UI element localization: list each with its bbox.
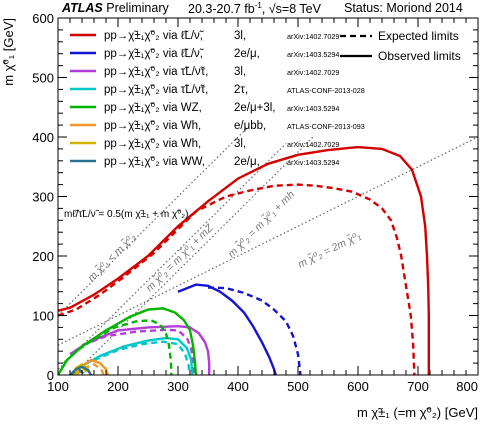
lumi-label: 20.3-20.7 fb-1, √s=8 TeV — [188, 1, 321, 16]
y-tick-label: 400 — [32, 130, 54, 145]
legend-process-label: pp→χ̃±₁χ̃⁰₂ via WZ, — [104, 102, 202, 114]
annotation-mh: m χ̃⁰₂ = m χ̃⁰₁ + mh — [225, 188, 297, 260]
annotation-2m: m χ̃⁰₂ = 2m χ̃⁰₁ — [296, 229, 364, 271]
y-tick-label: 100 — [32, 309, 54, 324]
lumi-sup: -1 — [254, 1, 262, 10]
legend-reference-label: arXiv:1403.5294 — [287, 104, 339, 113]
legend-channel-label: e/μbb, — [234, 120, 266, 132]
x-tick-label: 600 — [347, 379, 369, 394]
legend-reference-label: arXiv:1402.7029 — [287, 68, 339, 77]
legend-reference-label: arXiv:1403.5294 — [287, 158, 339, 167]
observed-limit-curve-4 — [58, 307, 198, 375]
legend-process-label: pp→χ̃±₁χ̃⁰₂ via WW, — [104, 156, 205, 168]
legend-reference-label: arXiv:1402.7029 — [287, 140, 339, 149]
legend-reference-label: arXiv:1402.7029 — [287, 32, 339, 41]
energy-text: , √s=8 TeV — [261, 2, 321, 17]
legend-reference-label: arXiv:1403.5294 — [287, 50, 339, 59]
axes: 100 200 300 400 500 600 700 8000100200300400500… — [1, 11, 479, 420]
observed-limit-curve-0 — [58, 145, 430, 375]
observed-limit-curve-7 — [69, 365, 93, 375]
legend-process-label: pp→χ̃±₁χ̃⁰₂ via ℓ̃L/ν̃, — [104, 30, 204, 42]
y-tick-label: 600 — [32, 11, 54, 26]
expected-limit-curve-5 — [75, 362, 105, 375]
kinematic-line-diagonal — [58, 125, 250, 316]
legend-channel-label: 3l, — [234, 30, 246, 42]
limit-curves — [58, 145, 430, 375]
y-tick-label: 300 — [32, 190, 54, 205]
experiment-label: ATLAS — [62, 1, 103, 15]
legend-reference-label: ATLAS-CONF-2013-093 — [287, 122, 365, 131]
x-tick-label: 100 — [47, 379, 69, 394]
chart-header: ATLAS Preliminary — [62, 1, 169, 15]
observed-limit-curve-1 — [177, 283, 277, 375]
legend-process-label: pp→χ̃±₁χ̃⁰₂ via τ̃L/ν̃τ, — [104, 66, 208, 78]
legend-process-label: pp→χ̃±₁χ̃⁰₂ via Wh, — [104, 120, 201, 132]
kinematic-line-mZ — [58, 143, 287, 371]
annotation-diagonal: m χ̃⁰₁ < m χ̃⁰₂ — [85, 231, 138, 284]
legend-channel-label: 2e/μ, — [234, 48, 260, 60]
legend-channel-label: 2e/μ+3l, — [234, 102, 275, 114]
expected-limit-curve-2 — [81, 328, 195, 375]
legend-channel-label: 3l, — [234, 66, 246, 78]
legend-channel-label: 2τ, — [234, 84, 248, 96]
x-tick-label: 200 — [107, 379, 129, 394]
x-tick-label: 800 — [456, 379, 478, 394]
y-axis-label: m χ̃⁰₁ [GeV] — [1, 18, 16, 86]
mass-relation-label: mℓ̃/τ̃L/ν̃ = 0.5(m χ̃±₁ + m χ̃⁰₂) — [64, 209, 188, 220]
y-tick-label: 500 — [32, 71, 54, 86]
annotation-mz: m χ̃⁰₂ = m χ̃⁰₁ + mZ — [143, 221, 216, 294]
legend-reference-label: ATLAS-CONF-2013-028 — [287, 86, 365, 95]
status-label: Status: Moriond 2014 — [344, 1, 463, 15]
legend-channel-label: 2e/μ, — [234, 156, 260, 168]
legend: pp→χ̃±₁χ̃⁰₂ via ℓ̃L/ν̃, 3l, arXiv:1402.702… — [70, 29, 461, 168]
x-tick-label: 500 — [287, 379, 309, 394]
preliminary-label: Preliminary — [106, 1, 169, 15]
expected-limit-curve-1 — [207, 286, 302, 375]
lumi-text: 20.3-20.7 fb — [188, 2, 255, 17]
legend-process-label: pp→χ̃±₁χ̃⁰₂ via ℓ̃L/ν̃, — [104, 48, 204, 60]
legend-channel-label: 3l, — [234, 138, 246, 150]
x-tick-label: 400 — [227, 379, 249, 394]
legend-process-label: pp→χ̃±₁χ̃⁰₂ via τ̃L/ν̃τ, — [104, 84, 208, 96]
x-tick-label: 700 — [407, 379, 429, 394]
legend-style-label: Expected limits — [378, 29, 459, 43]
x-tick-label: 300 — [167, 379, 189, 394]
expected-limit-curve-3 — [93, 340, 191, 375]
y-tick-label: 200 — [32, 249, 54, 264]
legend-process-label: pp→χ̃±₁χ̃⁰₂ via Wh, — [104, 138, 201, 150]
y-tick-label: 0 — [47, 368, 54, 383]
x-axis-label: m χ̃±₁ (=m χ̃⁰₂) [GeV] — [357, 405, 478, 420]
legend-style-label: Observed limits — [378, 49, 461, 63]
expected-limit-curve-0 — [58, 183, 416, 375]
observed-limit-curve-2 — [69, 324, 211, 375]
